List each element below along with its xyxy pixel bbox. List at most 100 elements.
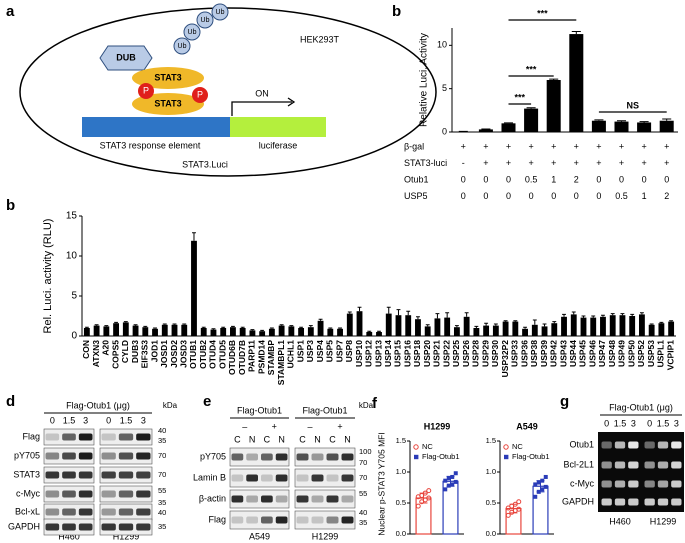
bar [609,315,616,336]
data-point [450,474,455,479]
bar [551,323,558,336]
condition-value: 0 [596,191,601,201]
x-tick-label: USP26 [461,340,471,367]
blot-frame [294,489,356,509]
band [341,516,354,524]
dose-label: 3 [83,415,88,425]
x-tick-label: JOSD3 [178,340,188,368]
bar [327,328,334,336]
legend-label: Flag-Otub1 [512,452,550,461]
bar [590,317,597,336]
chart-title: H1299 [424,421,451,431]
dose-label: 1.5 [63,415,76,425]
fraction-label: C [264,434,271,444]
error-bar [601,314,605,317]
y-tick-label: 5 [442,83,447,93]
ub-label: Ub [178,43,187,50]
x-tick-label: EIF3S3 [140,340,150,369]
band [78,471,93,479]
error-bar [318,318,323,321]
band [311,474,324,482]
band [261,495,273,503]
band [326,474,339,482]
y-tick-label: 0.5 [396,498,406,507]
phospho-label: P [143,85,149,95]
band [601,441,612,449]
data-point [536,489,541,494]
error-bar [377,330,381,332]
row-label: Bcl-2L1 [563,459,594,469]
blot-frame [229,468,290,488]
element-label: STAT3 response element [100,140,201,150]
bar [629,316,636,336]
dose-label: 3 [674,418,679,428]
band [311,516,324,524]
error-bar [435,313,440,319]
fraction-label: N [344,434,351,444]
error-bar [406,310,411,316]
bar [161,324,168,336]
bar [591,120,606,132]
blot-frame [229,447,290,467]
data-point [419,493,425,499]
band [341,495,354,503]
error-bar [513,320,518,322]
mw-marker: 70 [359,458,367,467]
x-tick-label: USP22 [441,340,451,367]
bar [317,320,324,336]
bar [259,331,266,336]
bar [637,122,652,132]
x-tick-label: USP29 [480,340,490,367]
band [45,490,60,498]
dose-label: 3 [631,418,636,428]
data-point [426,495,432,501]
error-bar [454,325,459,328]
x-tick-label: PSMD14 [256,340,266,374]
error-bar [396,309,401,316]
data-point [536,480,541,485]
dub-label: DUB [116,52,136,62]
y-tick-label: 1.5 [396,436,406,445]
bar [249,330,256,336]
row-label: Lamin B [193,472,226,482]
band [275,453,288,461]
condition-value: + [551,158,556,168]
y-tick-label: 0.5 [486,498,496,507]
x-tick-label: OTUB2 [198,340,208,369]
x-tick-label: UCHL1 [286,340,296,369]
band [45,433,60,441]
x-tick-label: JOSD1 [159,340,169,368]
x-tick-label: VCPIP1 [665,340,675,371]
band [671,498,682,506]
y-tick-label: 0.0 [486,529,496,538]
data-point [533,494,538,499]
mw-marker: 55 [158,486,166,495]
band [628,461,639,469]
error-bar [308,325,313,328]
phospho-shape [138,83,154,99]
band [275,516,288,524]
band [614,441,626,449]
condition-value: - [462,158,465,168]
dose-label: 3 [141,415,146,425]
data-point [453,471,458,476]
error-bar [639,312,644,315]
bar [648,324,655,336]
data-point [543,484,548,489]
arrow-head [287,97,296,107]
x-tick-label: USP1 [295,340,305,362]
y-tick-label: 1.0 [486,467,496,476]
band [62,433,76,441]
bar [614,121,629,132]
condition-value: + [596,141,601,151]
row-label: Flag [208,514,226,524]
bar [278,325,285,336]
bar [385,313,392,336]
bar [376,332,382,336]
bar [346,313,353,336]
bar [405,315,412,336]
error-bar [523,326,528,329]
row-label: Bcl-xL [15,506,40,516]
ub-label: Ub [188,29,197,36]
bar [268,328,275,336]
